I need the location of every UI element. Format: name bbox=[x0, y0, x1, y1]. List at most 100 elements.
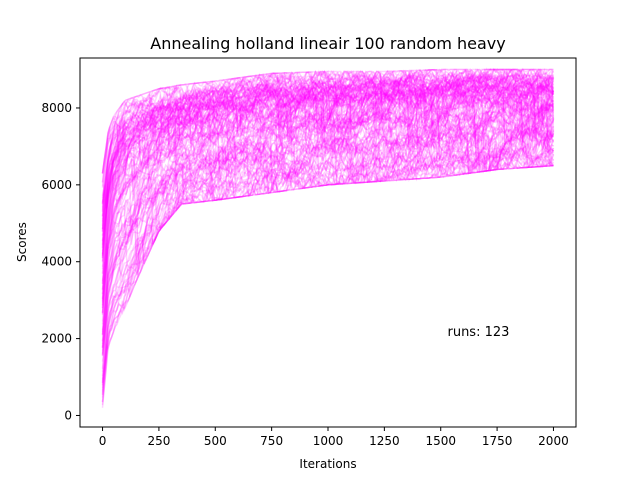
run-line bbox=[101, 77, 554, 245]
run-line bbox=[101, 101, 554, 308]
run-line bbox=[101, 72, 555, 232]
run-line bbox=[101, 74, 555, 232]
x-tick-label: 1500 bbox=[425, 434, 456, 448]
series-layer bbox=[101, 67, 555, 408]
run-line bbox=[101, 77, 555, 236]
run-line bbox=[101, 69, 554, 249]
y-axis: 0 2000 4000 6000 8000 bbox=[41, 101, 80, 422]
run-line bbox=[101, 121, 555, 335]
x-tick-label: 1000 bbox=[313, 434, 344, 448]
run-line bbox=[101, 112, 555, 313]
run-line bbox=[101, 116, 554, 342]
run-line bbox=[101, 68, 554, 174]
run-line bbox=[101, 71, 555, 243]
y-tick-label: 0 bbox=[64, 408, 72, 422]
runs-annotation: runs: 123 bbox=[447, 325, 509, 340]
run-line bbox=[101, 84, 554, 300]
run-line bbox=[101, 78, 555, 236]
run-line bbox=[101, 108, 555, 314]
run-line bbox=[101, 67, 554, 202]
run-line bbox=[101, 69, 555, 227]
run-line bbox=[101, 94, 555, 299]
run-line bbox=[101, 73, 554, 230]
run-line bbox=[101, 136, 554, 377]
x-tick-label: 2000 bbox=[538, 434, 569, 448]
x-tick-label: 500 bbox=[204, 434, 227, 448]
run-line bbox=[101, 88, 555, 274]
run-line bbox=[101, 117, 555, 333]
run-line bbox=[101, 82, 554, 255]
run-line bbox=[101, 67, 555, 174]
run-line bbox=[101, 68, 555, 183]
run-line bbox=[101, 67, 555, 220]
run-line bbox=[101, 128, 554, 357]
x-axis: 0 250 500 750 1000 1250 1500 1750 2000 bbox=[99, 427, 569, 448]
run-line bbox=[101, 118, 555, 322]
x-tick-label: 1750 bbox=[482, 434, 513, 448]
run-line bbox=[101, 68, 554, 222]
run-line bbox=[101, 88, 555, 295]
run-line bbox=[101, 135, 555, 362]
run-line bbox=[101, 71, 555, 212]
run-line bbox=[101, 102, 554, 302]
run-line bbox=[101, 110, 555, 331]
run-line bbox=[101, 74, 555, 225]
run-line bbox=[101, 76, 554, 245]
run-line bbox=[101, 68, 554, 174]
run-line bbox=[101, 81, 554, 252]
run-line bbox=[101, 141, 554, 396]
run-line bbox=[101, 80, 555, 270]
run-line bbox=[101, 124, 555, 349]
y-axis-label: Scores bbox=[15, 222, 29, 262]
run-line bbox=[101, 82, 554, 257]
x-tick-label: 0 bbox=[99, 434, 107, 448]
run-line bbox=[101, 147, 555, 372]
run-line bbox=[101, 126, 554, 351]
run-line bbox=[101, 90, 554, 283]
run-line bbox=[101, 75, 555, 230]
run-line bbox=[101, 151, 554, 395]
run-line bbox=[101, 75, 555, 267]
run-line bbox=[101, 68, 555, 174]
run-line bbox=[101, 79, 555, 247]
run-line bbox=[101, 144, 555, 391]
run-line bbox=[101, 79, 554, 242]
run-line bbox=[101, 149, 555, 386]
run-line bbox=[101, 84, 555, 258]
run-line bbox=[101, 69, 555, 204]
run-line bbox=[101, 148, 555, 388]
run-line bbox=[101, 70, 555, 241]
run-line bbox=[101, 69, 554, 212]
run-line bbox=[101, 120, 555, 348]
run-line bbox=[101, 126, 554, 356]
run-line bbox=[101, 142, 554, 384]
run-line bbox=[101, 72, 555, 205]
plot-frame bbox=[79, 57, 577, 428]
run-line bbox=[101, 83, 554, 262]
run-line bbox=[101, 103, 554, 303]
run-line bbox=[101, 125, 554, 347]
run-line bbox=[101, 105, 554, 313]
x-tick-label: 750 bbox=[260, 434, 283, 448]
run-line bbox=[101, 127, 555, 354]
run-line bbox=[101, 68, 554, 183]
run-line bbox=[101, 125, 555, 345]
run-line bbox=[101, 103, 554, 315]
chart-title: Annealing holland lineair 100 random hea… bbox=[150, 34, 505, 53]
run-line bbox=[101, 75, 555, 223]
y-tick-label: 6000 bbox=[41, 178, 72, 192]
run-line bbox=[101, 114, 554, 336]
run-line bbox=[101, 86, 555, 263]
run-line bbox=[101, 69, 554, 232]
run-line bbox=[101, 73, 555, 210]
run-line bbox=[101, 87, 555, 290]
run-line bbox=[101, 104, 555, 306]
run-line bbox=[101, 135, 555, 380]
run-line bbox=[101, 131, 555, 355]
run-line bbox=[101, 89, 555, 291]
run-line bbox=[101, 78, 554, 259]
y-tick-label: 2000 bbox=[41, 332, 72, 346]
run-line bbox=[101, 111, 555, 325]
run-line bbox=[101, 158, 555, 403]
run-line bbox=[101, 87, 554, 309]
